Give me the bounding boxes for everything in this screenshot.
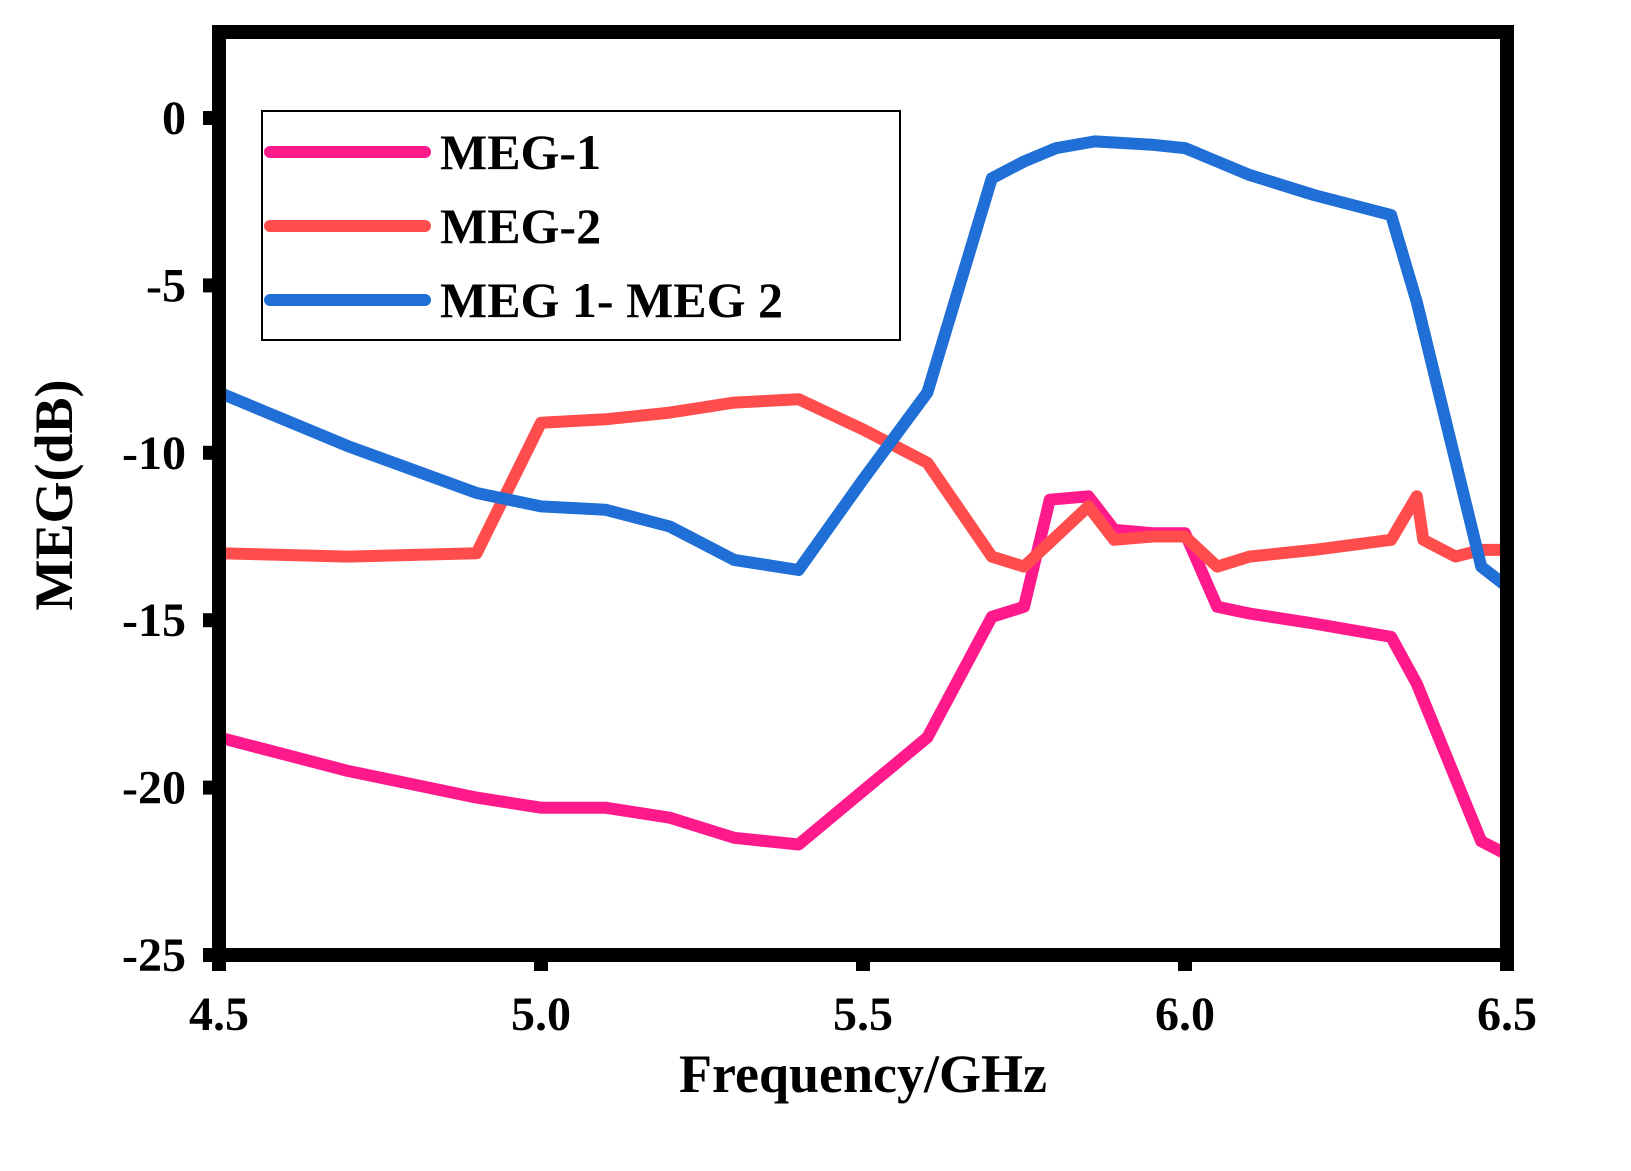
- legend-label: MEG-2: [440, 198, 601, 254]
- y-tick-label: -15: [122, 594, 186, 647]
- legend-label: MEG-1: [440, 124, 601, 180]
- series-line-meg-2: [219, 393, 1507, 573]
- x-tick-label: 6.5: [1477, 988, 1537, 1041]
- x-tick-label: 5.5: [833, 988, 893, 1041]
- y-tick-label: -25: [122, 929, 186, 982]
- y-tick-label: -20: [122, 762, 186, 815]
- x-tick-label: 6.0: [1155, 988, 1215, 1041]
- y-tick-label: -10: [122, 427, 186, 480]
- x-axis-title: Frequency/GHz: [679, 1044, 1047, 1104]
- y-tick-label: 0: [162, 92, 186, 145]
- axis-ticks: 4.5 5.0 5.5 6.0 6.5 0 -5 -10 -15 -20 -25: [122, 92, 1537, 1041]
- x-tick-label: 5.0: [511, 988, 571, 1041]
- y-tick-label: -5: [146, 259, 186, 312]
- x-tick-label: 4.5: [189, 988, 249, 1041]
- legend: MEG-1 MEG-2 MEG 1- MEG 2: [261, 110, 901, 341]
- series-lines: [219, 135, 1507, 861]
- legend-label: MEG 1- MEG 2: [440, 272, 783, 328]
- series-line-meg-1-meg-2: [219, 135, 1507, 593]
- y-axis-title: MEG(dB): [24, 379, 84, 610]
